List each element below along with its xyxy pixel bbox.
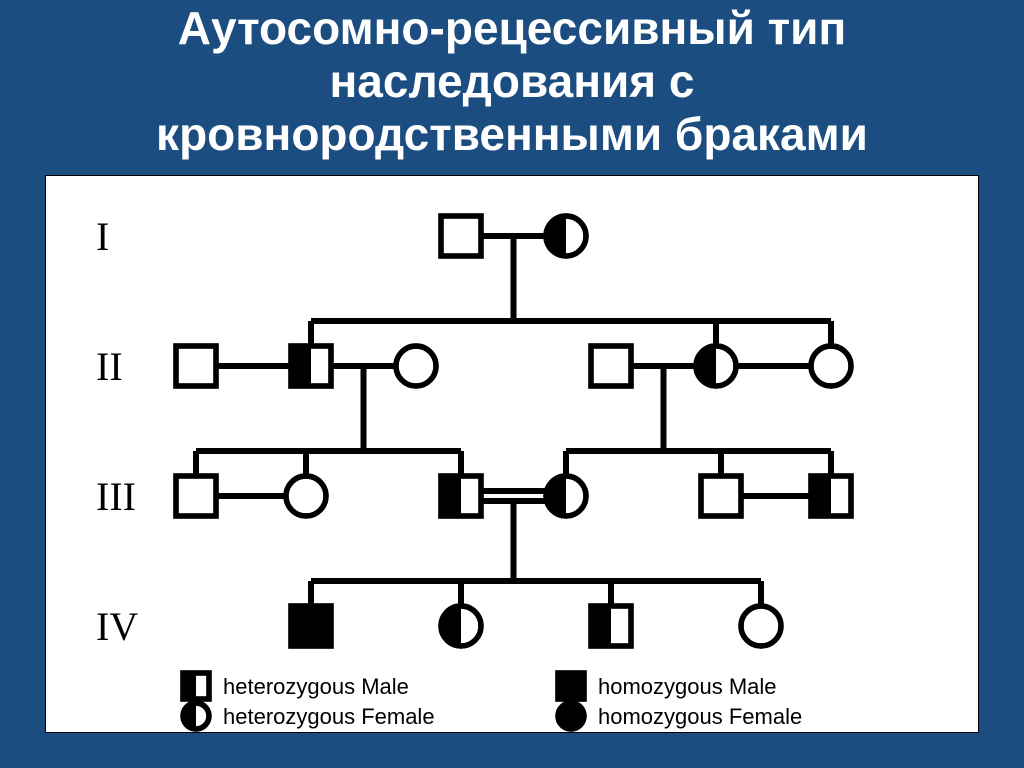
title-line: кровнородственными браками	[0, 108, 1024, 161]
person-symbol	[176, 346, 216, 386]
legend-label: heterozygous Male	[223, 674, 409, 699]
title-line: Аутосомно-рецессивный тип	[0, 2, 1024, 55]
person-symbol	[183, 673, 209, 699]
person-symbol	[286, 476, 326, 516]
person-symbol	[558, 673, 584, 699]
legend-label: heterozygous Female	[223, 704, 435, 729]
title-line: наследования с	[0, 55, 1024, 108]
person-symbol	[396, 346, 436, 386]
person-symbol	[441, 216, 481, 256]
person-symbol	[741, 606, 781, 646]
person-symbol	[811, 476, 851, 516]
legend-label: homozygous Female	[598, 704, 802, 729]
connection-lines	[196, 236, 831, 606]
pedigree-panel: IIIIIIIVheterozygous Maleheterozygous Fe…	[45, 175, 979, 733]
person-symbol	[811, 346, 851, 386]
legend-label: homozygous Male	[598, 674, 777, 699]
generation-label: I	[96, 214, 109, 259]
person-symbol	[558, 703, 584, 729]
person-symbol	[291, 346, 331, 386]
generation-label: III	[96, 474, 136, 519]
person-symbol	[291, 606, 331, 646]
generation-label: II	[96, 344, 123, 389]
person-symbol	[441, 476, 481, 516]
person-symbol	[546, 476, 586, 516]
person-symbol	[591, 346, 631, 386]
person-symbol	[591, 606, 631, 646]
person-symbol	[183, 703, 209, 729]
pedigree-svg: IIIIIIIVheterozygous Maleheterozygous Fe…	[46, 176, 978, 732]
page-title: Аутосомно-рецессивный типнаследования ск…	[0, 0, 1024, 161]
person-symbol	[701, 476, 741, 516]
person-symbol	[546, 216, 586, 256]
generation-label: IV	[96, 604, 138, 649]
person-symbol	[696, 346, 736, 386]
person-symbol	[176, 476, 216, 516]
person-symbol	[441, 606, 481, 646]
